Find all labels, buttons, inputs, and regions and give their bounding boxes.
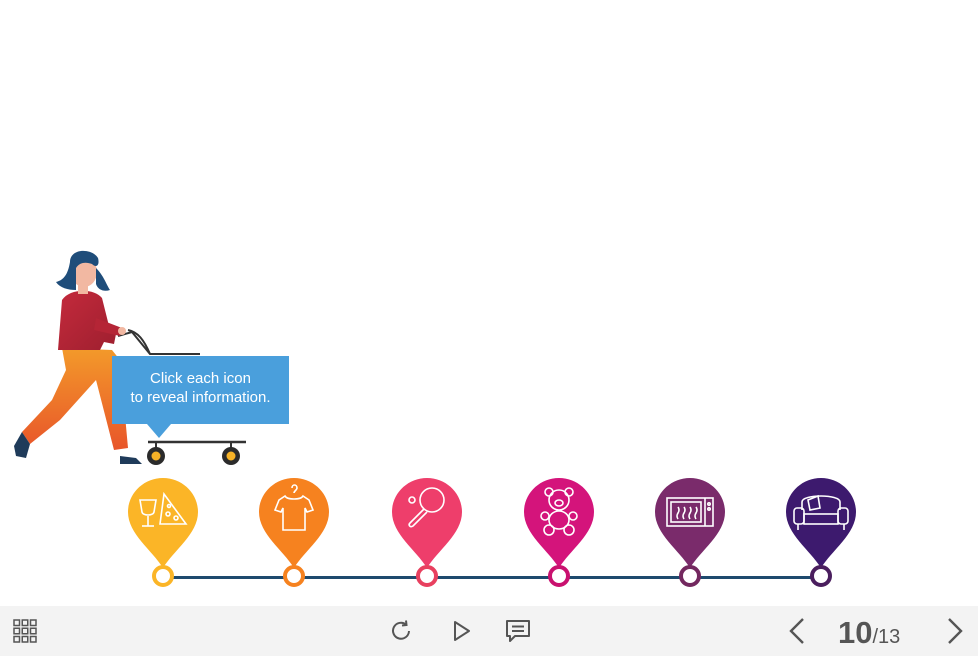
marker-toys[interactable] [522, 476, 596, 592]
tshirt-icon [273, 484, 315, 531]
marker-furniture[interactable] [784, 476, 858, 592]
marker-sports-graphic [392, 478, 462, 587]
callout-line-2: to reveal information. [130, 389, 271, 406]
marker-food-graphic [128, 478, 198, 587]
marker-clothing[interactable] [257, 476, 331, 592]
replay-button[interactable] [386, 606, 418, 656]
marker-clothing-graphic [259, 478, 329, 587]
callout-line-1: Click each icon [150, 370, 251, 387]
replay-icon [392, 620, 410, 640]
marker-toys-graphic [524, 478, 594, 587]
ping-pong-icon [408, 487, 445, 528]
menu-button[interactable] [8, 606, 42, 656]
marker-food[interactable] [126, 476, 200, 592]
player-toolbar: 10 / 13 [0, 606, 978, 656]
timeline-line [163, 576, 821, 579]
teddy-bear-icon [540, 487, 578, 536]
play-icon [454, 621, 470, 641]
speech-bubble-icon [506, 620, 530, 642]
chevron-left-icon [789, 618, 804, 644]
marker-appliances-graphic [655, 478, 725, 587]
callout-pointer [147, 424, 171, 438]
slide-counter-separator: / [872, 626, 879, 648]
total-slide-count: 13 [878, 626, 901, 648]
marker-furniture-graphic [786, 478, 856, 587]
woman-with-cart-illustration [14, 250, 246, 465]
microwave-icon [666, 497, 714, 527]
previous-slide-button[interactable] [780, 606, 814, 656]
marker-appliances[interactable] [653, 476, 727, 592]
slide-stage: Click each icon to reveal information. [14, 250, 858, 592]
grid-menu-icon [13, 619, 37, 643]
play-button[interactable] [445, 606, 477, 656]
wine-pizza-icon [139, 491, 188, 527]
armchair-icon [793, 494, 849, 530]
instruction-callout: Click each icon to reveal information. [112, 356, 289, 424]
marker-sports[interactable] [390, 476, 464, 592]
current-slide-number: 10 [838, 615, 873, 650]
notes-button[interactable] [502, 606, 534, 656]
next-slide-button[interactable] [938, 606, 972, 656]
slide-counter: 10 / 13 [838, 606, 900, 656]
chevron-right-icon [948, 618, 963, 644]
